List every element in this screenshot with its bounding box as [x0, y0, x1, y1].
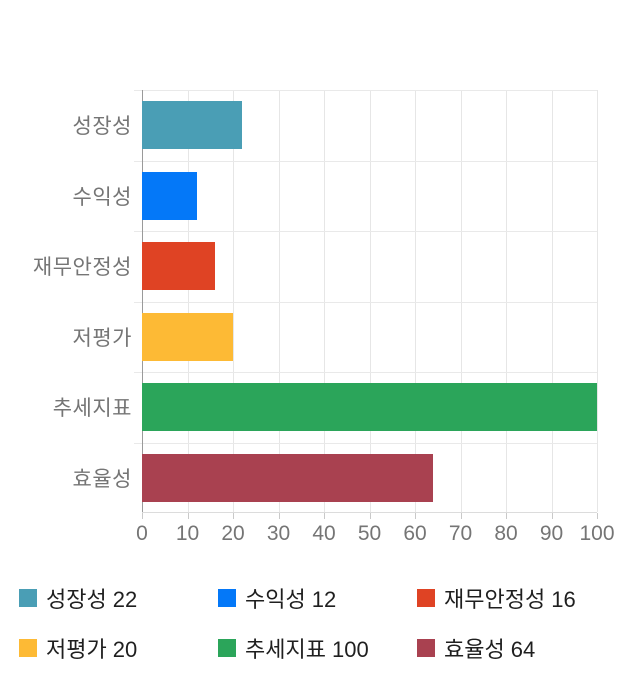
x-axis-tick-label: 40	[312, 522, 336, 545]
x-gridline	[597, 90, 598, 512]
category-label: 재무안정성	[32, 256, 132, 280]
category-label: 추세지표	[52, 397, 132, 421]
x-axis-tick	[415, 513, 416, 519]
chart-bar[interactable]	[142, 101, 243, 150]
legend-label-text: 저평가	[46, 637, 107, 662]
legend-label-text: 수익성	[245, 587, 306, 612]
category-label: 저평가	[72, 326, 132, 350]
legend-item[interactable]: 효율성 64	[417, 623, 616, 673]
x-gridline	[506, 90, 507, 512]
legend-label: 추세지표 100	[245, 632, 369, 664]
legend-value-text: 12	[311, 587, 337, 612]
x-gridline	[551, 90, 553, 512]
chart-bar[interactable]	[142, 383, 597, 432]
x-axis-tick	[324, 513, 325, 519]
x-gridline	[460, 90, 462, 512]
legend-color-swatch	[417, 639, 435, 657]
chart-bar[interactable]	[142, 453, 434, 502]
legend-color-swatch	[218, 639, 236, 657]
legend-value-text: 22	[112, 587, 138, 612]
x-axis-tick	[506, 513, 507, 519]
category-label: 수익성	[72, 185, 132, 209]
x-axis-tick-label: 10	[175, 522, 200, 545]
x-axis-tick-label: 80	[494, 522, 518, 545]
x-axis-tick	[187, 513, 189, 519]
legend-value-text: 100	[331, 637, 369, 662]
x-axis-tick-label: 0	[136, 522, 148, 545]
legend-value-text: 16	[551, 587, 576, 612]
legend-value-text: 64	[510, 637, 536, 662]
x-axis-tick	[142, 513, 143, 519]
legend-label: 저평가 20	[46, 632, 137, 664]
legend-label: 성장성 22	[46, 582, 137, 614]
legend-value-text: 20	[112, 637, 138, 662]
x-axis-tick	[460, 513, 462, 519]
row-separator-line	[134, 160, 597, 162]
x-gridline	[233, 90, 234, 512]
row-separator-line	[134, 372, 597, 373]
chart-bar[interactable]	[142, 242, 215, 291]
legend-label-text: 재무안정성	[444, 587, 546, 612]
legend-label: 재무안정성 16	[444, 582, 576, 614]
legend-label: 효율성 64	[444, 632, 535, 664]
legend-item[interactable]: 수익성 12	[218, 573, 417, 623]
category-label: 효율성	[72, 467, 132, 491]
x-axis-tick-label: 100	[579, 522, 615, 545]
chart-bar[interactable]	[142, 171, 197, 220]
x-axis-tick	[369, 513, 371, 519]
legend-color-swatch	[218, 589, 236, 607]
x-gridline	[187, 90, 189, 512]
x-axis-tick	[597, 513, 598, 519]
legend-item[interactable]: 성장성 22	[19, 573, 218, 623]
x-axis-tick-label: 60	[403, 522, 427, 545]
row-separator-line	[134, 231, 597, 232]
x-axis-tick-label: 20	[221, 522, 245, 545]
x-gridline	[415, 90, 416, 512]
legend-item[interactable]: 재무안정성 16	[417, 573, 616, 623]
chart-legend: 성장성 22 수익성 12 재무안정성 16 저평가 20 추세지표 100 효율성 64	[19, 573, 635, 673]
legend-color-swatch	[417, 589, 435, 607]
legend-color-swatch	[19, 589, 37, 607]
x-gridline	[369, 90, 371, 512]
x-axis-tick	[551, 513, 553, 519]
x-axis-tick-label: 70	[448, 522, 473, 545]
legend-label-text: 성장성	[46, 587, 107, 612]
category-label: 성장성	[72, 115, 132, 139]
x-axis-tick	[233, 513, 234, 519]
legend-label-text: 효율성	[444, 637, 505, 662]
y-axis-line	[142, 90, 143, 512]
chart-bar[interactable]	[142, 312, 233, 361]
legend-label-text: 추세지표	[245, 637, 326, 662]
row-separator-line	[134, 301, 597, 303]
row-separator-line	[134, 90, 597, 91]
legend-label: 수익성 12	[245, 582, 336, 614]
row-separator-line	[134, 442, 597, 444]
x-axis: 0 10 20 30 40 50 60 70 80 90 100	[136, 513, 615, 558]
plot-area	[134, 90, 598, 513]
x-gridline	[324, 90, 325, 512]
legend-item[interactable]: 저평가 20	[19, 623, 218, 673]
x-axis-tick-label: 50	[357, 522, 382, 545]
x-gridline	[278, 90, 280, 512]
x-axis-tick-label: 30	[266, 522, 291, 545]
legend-color-swatch	[19, 639, 37, 657]
legend-item[interactable]: 추세지표 100	[218, 623, 417, 673]
x-axis-tick-label: 90	[539, 522, 564, 545]
x-axis-tick	[278, 513, 280, 519]
